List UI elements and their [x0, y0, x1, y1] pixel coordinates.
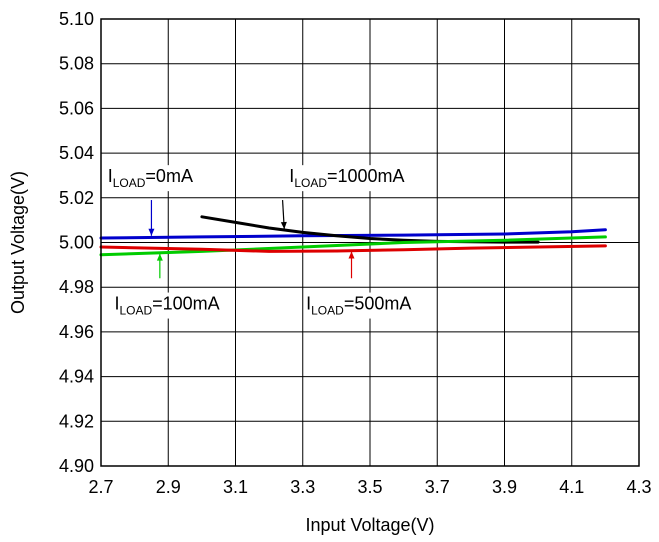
plot-frame [100, 18, 640, 467]
x-tick-label-1: 2.9 [156, 477, 181, 497]
annotation-label-2: ILOAD=100mA [114, 294, 219, 318]
x-tick-label-7: 4.1 [559, 477, 584, 497]
x-tick-label-0: 2.7 [88, 477, 113, 497]
grid [100, 18, 640, 467]
annotation-bg-3 [304, 292, 414, 319]
annotation-3: ILOAD=500mA [304, 251, 414, 319]
y-tick-label-2: 4.94 [59, 367, 94, 387]
series-line-2 [99, 235, 607, 257]
annotation-label-0: ILOAD=0mA [108, 166, 193, 190]
y-axis-label: Output Voltage(V) [8, 171, 28, 314]
x-axis-label: Input Voltage(V) [305, 515, 434, 535]
annotation-arrowhead-0 [148, 228, 155, 236]
y-tick-label-6: 5.02 [59, 188, 94, 208]
series-line-3 [99, 244, 607, 253]
annotation-bg-2 [112, 292, 222, 319]
y-tick-label-10: 5.10 [59, 9, 94, 29]
annotation-2: ILOAD=100mA [112, 253, 222, 319]
x-tick-label-3: 3.3 [290, 477, 315, 497]
y-tick-label-7: 5.04 [59, 143, 94, 163]
annotation-1: ILOAD=1000mA [280, 165, 407, 230]
y-tick-label-1: 4.92 [59, 411, 94, 431]
x-tick-label-2: 3.1 [223, 477, 248, 497]
x-tick-label-4: 3.5 [357, 477, 382, 497]
series-lines [99, 215, 607, 257]
y-tick-label-9: 5.08 [59, 54, 94, 74]
x-tick-label-8: 4.3 [626, 477, 651, 497]
annotation-arrowhead-2 [156, 253, 163, 261]
annotations: ILOAD=0mA ILOAD=1000mA ILOAD=100mA ILOAD=50… [105, 165, 414, 319]
annotation-label-3: ILOAD=500mA [306, 294, 411, 318]
x-tick-labels: 2.7 2.9 3.1 3.3 3.5 3.7 3.9 4.1 4.3 [88, 477, 651, 497]
annotation-arrowhead-3 [348, 251, 355, 259]
annotation-bg-1 [287, 165, 407, 192]
series-line-0 [99, 228, 607, 240]
annotation-label-1: ILOAD=1000mA [289, 166, 404, 190]
annotation-0: ILOAD=0mA [105, 165, 195, 236]
annotation-bg-0 [105, 165, 195, 192]
y-tick-labels: 4.90 4.92 4.94 4.96 4.98 5.00 5.02 5.04 5.06 5.08… [59, 9, 94, 476]
y-tick-label-8: 5.06 [59, 98, 94, 118]
annotation-arrowhead-1 [280, 221, 287, 230]
y-tick-label-5: 5.00 [59, 233, 94, 253]
y-tick-label-3: 4.96 [59, 322, 94, 342]
x-tick-label-5: 3.7 [425, 477, 450, 497]
y-tick-label-4: 4.98 [59, 277, 94, 297]
y-tick-label-0: 4.90 [59, 456, 94, 476]
x-tick-label-6: 3.9 [492, 477, 517, 497]
